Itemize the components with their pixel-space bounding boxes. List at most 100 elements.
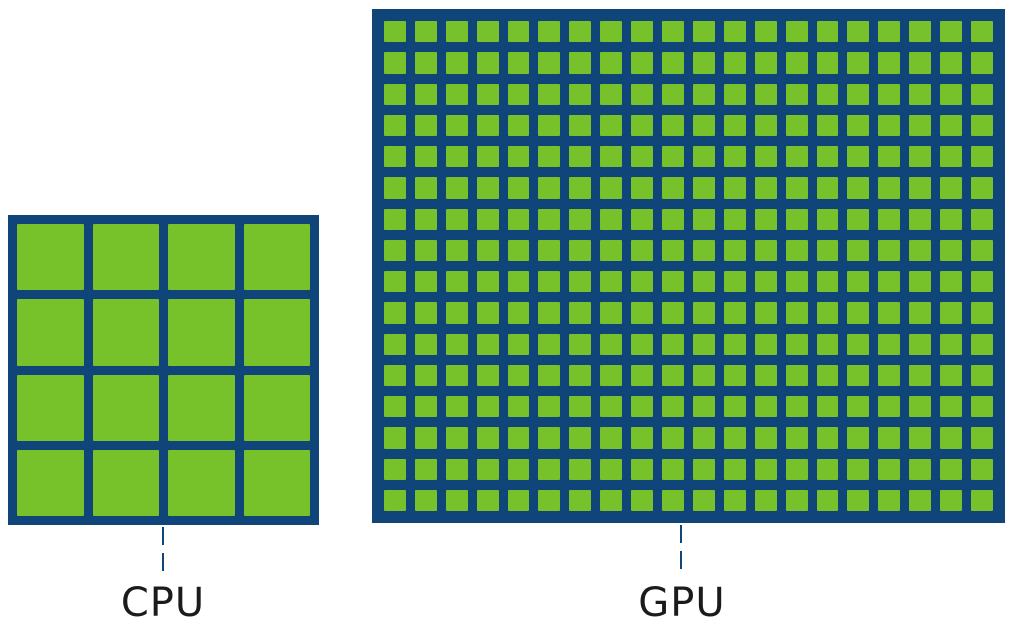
gpu-core	[662, 489, 684, 511]
gpu-core	[723, 458, 746, 480]
gpu-core	[785, 52, 808, 74]
gpu-core	[631, 396, 654, 418]
gpu-core	[384, 364, 406, 386]
gpu-core	[754, 302, 777, 324]
gpu-core	[445, 364, 468, 386]
gpu-core	[662, 114, 684, 136]
gpu-core	[600, 271, 623, 293]
gpu-core	[414, 458, 437, 480]
gpu-core	[414, 427, 437, 449]
gpu-core	[909, 239, 932, 261]
gpu-core	[940, 52, 963, 74]
gpu-core	[847, 52, 870, 74]
gpu-core	[507, 427, 530, 449]
gpu-core	[816, 208, 839, 230]
gpu-core	[476, 427, 499, 449]
gpu-core	[723, 364, 746, 386]
gpu-core	[569, 114, 592, 136]
gpu-core	[940, 146, 963, 168]
gpu-core	[878, 271, 901, 293]
gpu-core	[476, 146, 499, 168]
gpu-core	[569, 458, 592, 480]
gpu-core	[816, 239, 839, 261]
gpu-core	[940, 489, 963, 511]
gpu-core	[662, 333, 684, 355]
gpu-core	[723, 146, 746, 168]
gpu-core	[754, 208, 777, 230]
gpu-core	[662, 146, 684, 168]
gpu-core	[507, 52, 530, 74]
gpu-core	[692, 427, 715, 449]
gpu-core	[631, 427, 654, 449]
gpu-core	[785, 302, 808, 324]
gpu-core	[662, 239, 684, 261]
gpu-core	[384, 271, 406, 293]
gpu-core	[414, 21, 437, 43]
gpu-core	[754, 427, 777, 449]
gpu-core	[754, 21, 777, 43]
gpu-core	[785, 458, 808, 480]
gpu-core	[692, 396, 715, 418]
gpu-core	[384, 83, 406, 105]
gpu-core	[445, 239, 468, 261]
gpu-core	[384, 458, 406, 480]
gpu-core	[600, 21, 623, 43]
gpu-core	[692, 271, 715, 293]
gpu-core	[569, 302, 592, 324]
gpu-core	[971, 302, 993, 324]
gpu-core	[816, 114, 839, 136]
gpu-core	[878, 427, 901, 449]
gpu-core	[600, 458, 623, 480]
gpu-core	[600, 52, 623, 74]
gpu-core	[631, 146, 654, 168]
cpu-core	[168, 299, 235, 366]
gpu-core	[445, 146, 468, 168]
gpu-core	[631, 177, 654, 199]
gpu-core	[414, 302, 437, 324]
gpu-core	[384, 52, 406, 74]
gpu-core	[662, 458, 684, 480]
gpu-core	[692, 177, 715, 199]
gpu-core	[569, 364, 592, 386]
gpu-core	[909, 83, 932, 105]
gpu-core	[940, 333, 963, 355]
gpu-core	[538, 364, 561, 386]
gpu-core	[600, 114, 623, 136]
gpu-core	[878, 146, 901, 168]
gpu-core	[600, 427, 623, 449]
gpu-core	[631, 52, 654, 74]
gpu-core	[631, 239, 654, 261]
gpu-core	[384, 396, 406, 418]
gpu-core	[507, 114, 530, 136]
gpu-core	[723, 208, 746, 230]
gpu-core	[384, 146, 406, 168]
gpu-core	[940, 114, 963, 136]
gpu-core	[723, 83, 746, 105]
gpu-core	[445, 114, 468, 136]
gpu-core	[785, 239, 808, 261]
gpu-core	[692, 302, 715, 324]
gpu-core	[847, 458, 870, 480]
cpu-core	[17, 224, 84, 291]
gpu-core	[754, 364, 777, 386]
gpu-core	[445, 427, 468, 449]
gpu-core	[754, 177, 777, 199]
gpu-core	[816, 333, 839, 355]
gpu-core	[384, 21, 406, 43]
cpu-core	[243, 299, 310, 366]
gpu-core	[878, 239, 901, 261]
gpu-core	[631, 271, 654, 293]
gpu-core	[909, 489, 932, 511]
gpu-core	[631, 21, 654, 43]
cpu-label: CPU	[120, 580, 206, 626]
gpu-core	[507, 83, 530, 105]
cpu-core	[168, 224, 235, 291]
gpu-core	[692, 239, 715, 261]
gpu-core	[662, 21, 684, 43]
gpu-core	[445, 21, 468, 43]
gpu-core	[785, 427, 808, 449]
gpu-core	[816, 364, 839, 386]
gpu-core	[631, 333, 654, 355]
gpu-core	[909, 271, 932, 293]
gpu-core	[631, 489, 654, 511]
